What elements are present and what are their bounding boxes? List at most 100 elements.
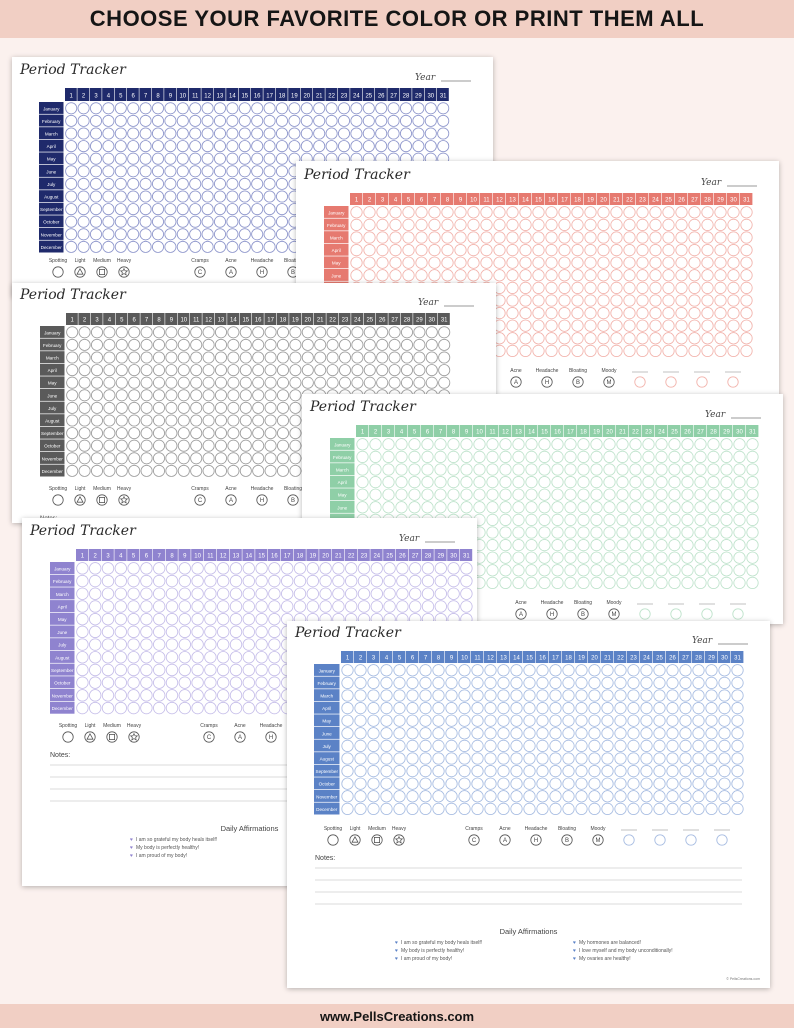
day-circle (666, 701, 679, 715)
day-circle (77, 177, 90, 190)
symptom-legend-label: Moody (606, 600, 622, 606)
day-circle (636, 256, 649, 269)
day-circle (370, 574, 383, 588)
day-circle (189, 240, 202, 253)
day-header-cell (388, 313, 401, 325)
day-circle (655, 450, 668, 464)
day-circle (610, 294, 623, 307)
day-number: 14 (229, 94, 236, 100)
day-header-cell (370, 549, 383, 561)
month-label-cell (39, 165, 64, 177)
day-circle (165, 574, 179, 588)
day-circle (571, 319, 584, 332)
day-circle (388, 338, 401, 351)
month-label: May (47, 157, 56, 162)
day-circle (668, 475, 681, 489)
day-circle (367, 764, 380, 778)
flow-legend-circle (52, 266, 64, 278)
day-circle (649, 218, 662, 232)
day-circle (614, 701, 627, 715)
month-label-cell (39, 240, 64, 253)
day-circle (512, 576, 525, 590)
month-label: November (42, 456, 64, 461)
day-circle (662, 269, 675, 282)
day-number: 16 (254, 94, 261, 100)
day-number: 21 (613, 198, 620, 204)
day-number: 8 (446, 198, 450, 204)
symptom-letter: H (550, 612, 554, 618)
day-circle (367, 689, 380, 702)
day-number: 13 (500, 656, 507, 662)
day-circle (140, 562, 153, 575)
day-circle (707, 438, 720, 451)
flow-legend-circle (84, 731, 96, 743)
day-circle (681, 488, 694, 501)
day-circle (164, 203, 177, 216)
day-circle (575, 790, 588, 803)
day-number: 1 (81, 554, 85, 560)
day-circle (486, 488, 499, 501)
day-circle (519, 218, 532, 232)
day-circle (731, 752, 744, 765)
day-number: 16 (554, 430, 561, 436)
day-circle (78, 439, 91, 452)
day-circle (616, 501, 629, 514)
day-circle (201, 127, 214, 140)
day-circle (140, 701, 153, 715)
day-number: 13 (218, 318, 225, 324)
day-circle (603, 551, 616, 564)
day-circle (276, 338, 290, 351)
day-circle (577, 475, 590, 489)
day-circle (662, 243, 675, 257)
day-circle (424, 127, 437, 140)
day-circle (692, 664, 705, 677)
day-circle (538, 463, 551, 476)
day-circle (90, 401, 104, 414)
day-circle (65, 114, 78, 127)
day-circle (301, 338, 314, 351)
day-circle (354, 802, 367, 816)
day-circle (127, 663, 140, 677)
day-circle (510, 701, 523, 715)
day-circle (213, 152, 227, 165)
day-header-cell (252, 313, 264, 325)
symptom-letter: C (198, 498, 203, 504)
day-circle (701, 294, 714, 307)
day-circle (412, 140, 425, 153)
day-circle (562, 701, 575, 715)
day-circle (655, 501, 668, 514)
day-number: 5 (120, 318, 124, 324)
day-number: 11 (474, 656, 481, 662)
day-circle (519, 256, 532, 269)
day-circle (389, 269, 402, 282)
day-circle (376, 243, 389, 257)
day-header-cell (510, 651, 523, 663)
day-circle (164, 114, 177, 127)
year-label: Year (705, 410, 726, 420)
day-circle (66, 427, 79, 440)
day-circle (76, 612, 89, 626)
day-circle (202, 414, 215, 427)
day-circle (666, 727, 679, 740)
day-circle (165, 663, 179, 677)
day-circle (428, 256, 441, 269)
custom-symptom-circle (634, 376, 646, 388)
day-circle (432, 701, 445, 715)
day-circle (727, 294, 740, 307)
day-header-cell (76, 549, 89, 561)
day-header-cell (288, 88, 300, 101)
day-circle (662, 256, 675, 269)
day-circle (217, 574, 230, 588)
day-circle (666, 764, 679, 778)
day-circle (525, 564, 538, 577)
day-circle (242, 625, 255, 639)
day-header-cell (362, 88, 375, 101)
day-circle (242, 701, 255, 715)
day-circle (213, 127, 227, 140)
day-circle (288, 114, 301, 127)
day-circle (153, 612, 166, 626)
symptom-letter: M (596, 838, 601, 844)
day-circle (293, 562, 307, 575)
day-circle (740, 294, 753, 307)
